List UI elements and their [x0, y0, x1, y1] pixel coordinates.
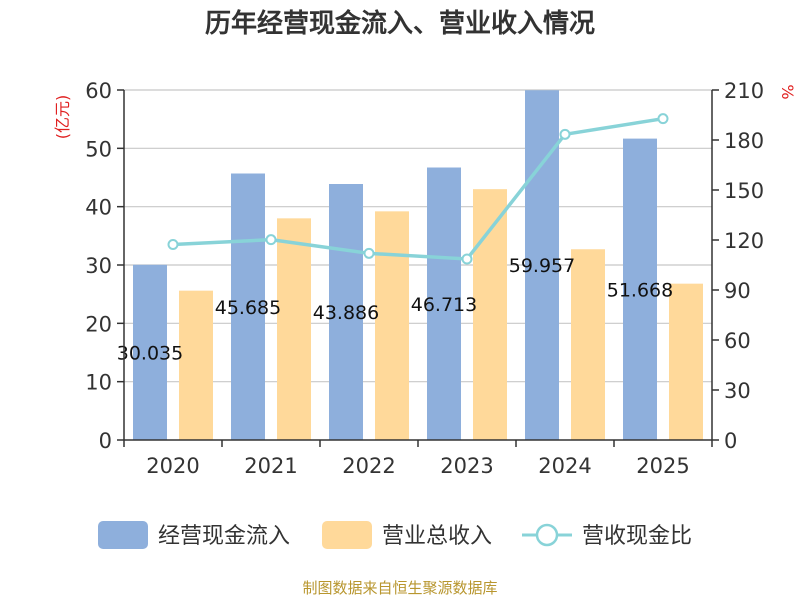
chart-title: 历年经营现金流入、营业收入情况 — [205, 8, 595, 39]
y-right-tick-label: 60 — [724, 329, 751, 353]
legend-swatch-revenue — [322, 521, 372, 549]
axes: 0 10 20 30 40 50 60 0 30 60 90 120 150 180 210 2020 2021… — [85, 79, 764, 478]
bar-value-label: 45.685 — [215, 297, 281, 319]
bar-revenue — [179, 290, 213, 440]
ratio-point — [363, 247, 375, 259]
bar-revenue — [473, 189, 507, 440]
y-left-tick-label: 0 — [99, 429, 112, 453]
ratio-point — [657, 113, 669, 125]
y-right-unit: % — [778, 84, 797, 99]
x-tick-label: 2024 — [538, 454, 591, 478]
x-tick-label: 2022 — [342, 454, 395, 478]
y-left-tick-label: 30 — [85, 254, 112, 278]
y-right-tick-label: 90 — [724, 279, 751, 303]
bar-revenue — [277, 218, 311, 440]
ratio-point — [559, 128, 571, 140]
y-left-tick-label: 60 — [85, 79, 112, 103]
source-note: 制图数据来自恒生聚源数据库 — [302, 579, 497, 597]
legend-swatch-cash-inflow — [98, 521, 148, 549]
y-left-tick-label: 20 — [85, 312, 112, 336]
ratio-line — [167, 113, 669, 265]
bar-cash-inflow — [133, 264, 167, 440]
legend-swatch-ratio-marker — [535, 523, 559, 547]
legend-label-ratio: 营收现金比 — [582, 524, 692, 549]
ratio-point — [167, 239, 179, 250]
bar-cash-inflow — [329, 183, 363, 440]
bar-value-label: 51.668 — [607, 279, 673, 301]
y-left-tick-label: 50 — [85, 137, 112, 161]
legend-label-cash-inflow: 经营现金流入 — [158, 524, 290, 549]
bars — [133, 90, 703, 441]
ratio-series-line — [172, 116, 664, 261]
y-right-tick-label: 180 — [724, 129, 764, 153]
bar-revenue — [375, 211, 409, 440]
ratio-point — [461, 253, 473, 265]
ratio-point — [265, 234, 277, 246]
bar-cash-inflow — [623, 138, 657, 440]
legend: 经营现金流入 营业总收入 营收现金比 — [98, 521, 692, 549]
y-left-unit: (亿元) — [53, 95, 72, 140]
bar-value-label: 46.713 — [411, 294, 477, 316]
x-tick-label: 2025 — [636, 454, 689, 478]
y-left-tick-label: 40 — [85, 196, 112, 220]
bar-revenue — [669, 283, 703, 440]
grid — [124, 89, 712, 383]
y-right-tick-label: 120 — [724, 229, 764, 253]
y-left-tick-label: 10 — [85, 371, 112, 395]
y-right-tick-label: 30 — [724, 379, 751, 403]
x-tick-label: 2023 — [440, 454, 493, 478]
bar-cash-inflow — [231, 173, 265, 441]
bar-value-labels: 30.035 45.685 43.886 46.713 59.957 51.668 — [117, 255, 673, 364]
legend-label-revenue: 营业总收入 — [382, 524, 492, 549]
x-tick-label: 2020 — [146, 454, 199, 478]
y-right-tick-label: 150 — [724, 179, 764, 203]
y-right-tick-label: 0 — [724, 429, 737, 453]
x-tick-label: 2021 — [244, 454, 297, 478]
bar-value-label: 43.886 — [313, 302, 379, 324]
bar-value-label: 59.957 — [509, 255, 575, 277]
y-right-tick-label: 210 — [724, 79, 764, 103]
bar-cash-inflow — [427, 167, 461, 440]
bar-value-label: 30.035 — [117, 342, 183, 364]
bar-revenue — [571, 249, 605, 440]
